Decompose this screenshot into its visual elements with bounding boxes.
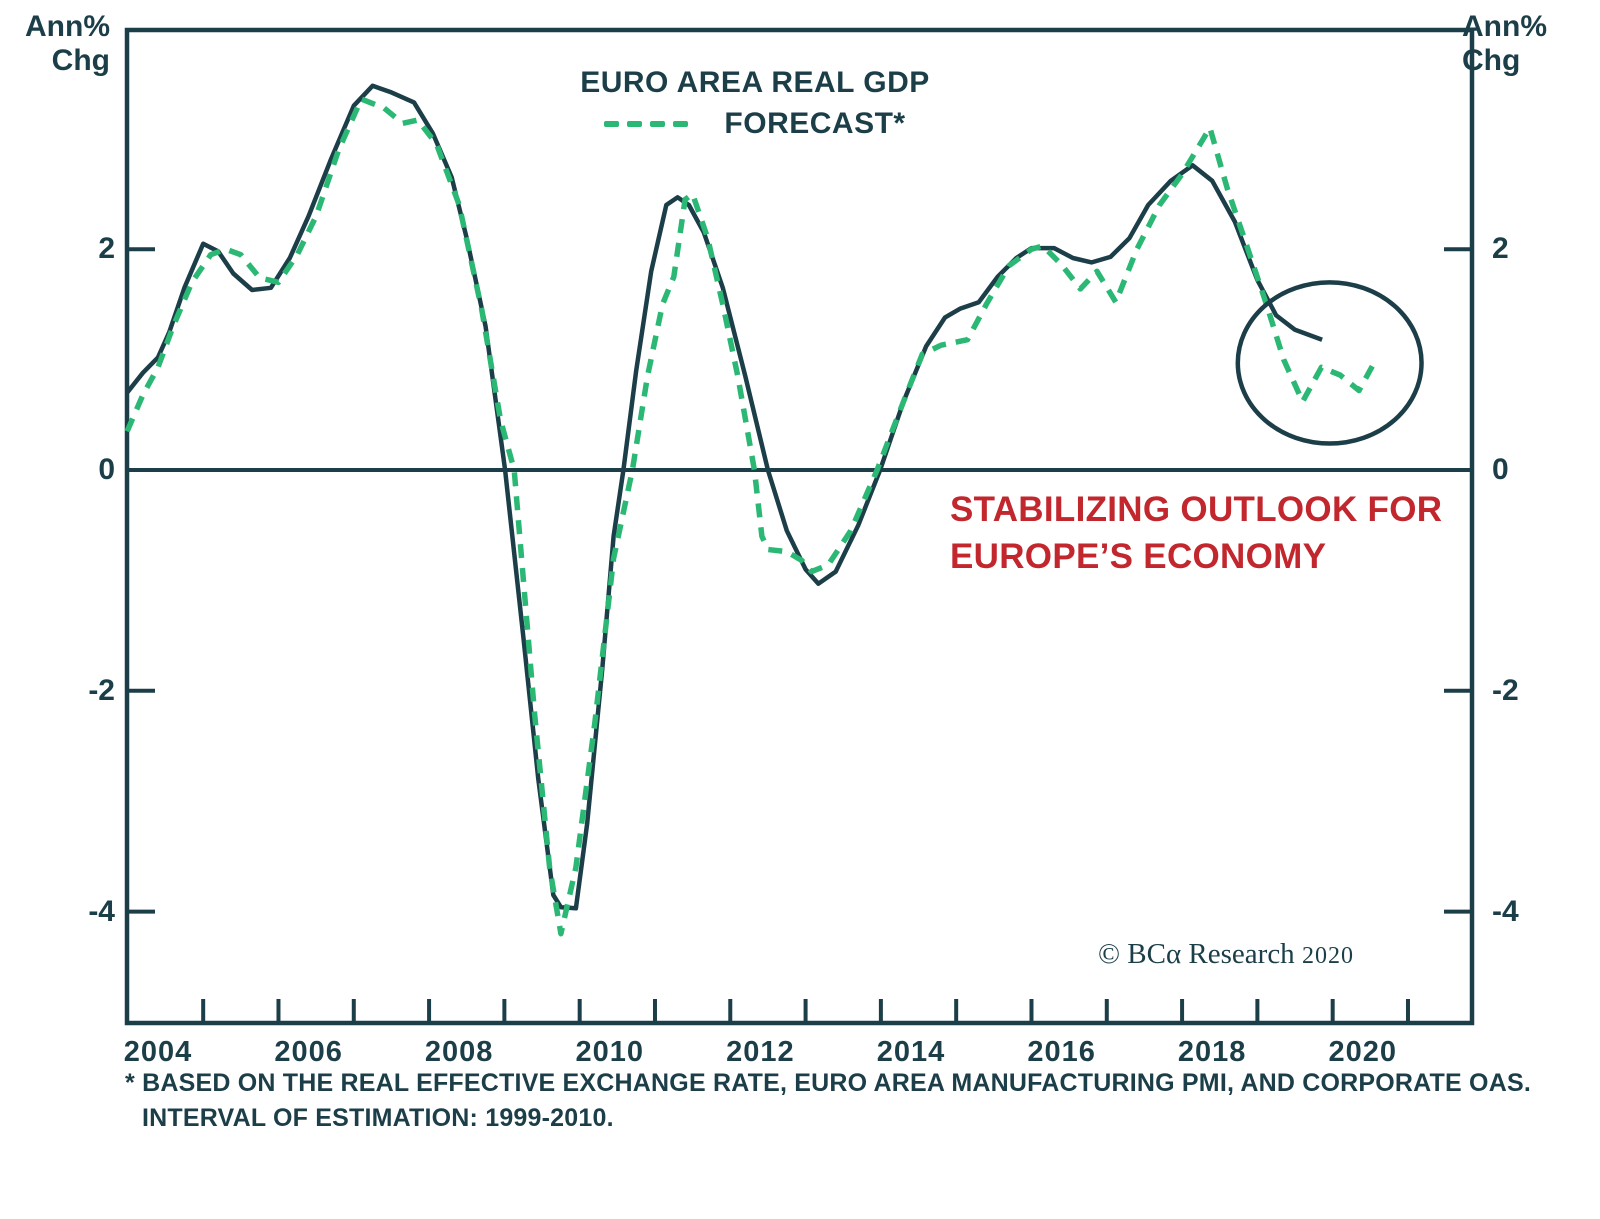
highlight-ellipse [1235,280,1424,446]
gdp-line [125,83,1323,911]
plot-frame [124,27,1475,1026]
forecast-line [124,96,1377,937]
